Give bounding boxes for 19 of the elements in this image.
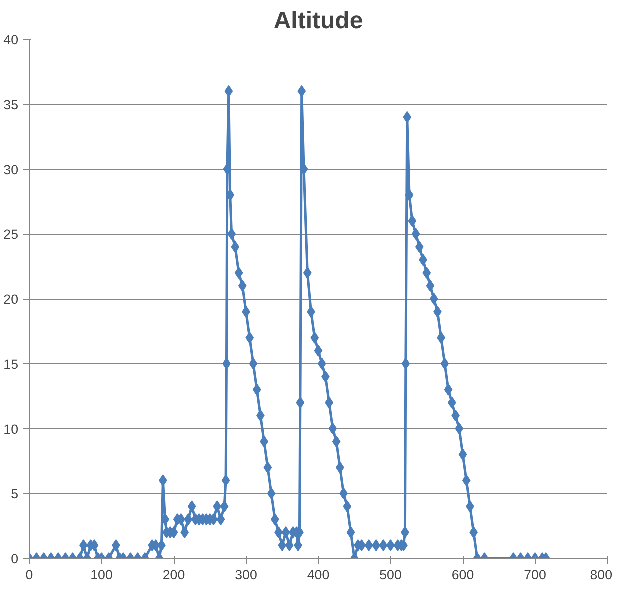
y-tick-label: 40 — [4, 32, 19, 48]
x-tick-label: 700 — [524, 568, 546, 582]
y-tick-label: 15 — [4, 356, 19, 372]
x-tick-label: 400 — [307, 568, 330, 582]
x-tick-label: 200 — [162, 568, 186, 582]
y-tick-label: 35 — [4, 97, 19, 112]
y-tick-label: 5 — [11, 486, 19, 502]
x-tick-label: 300 — [235, 568, 258, 582]
x-tick-label: 100 — [90, 568, 113, 582]
x-tick-label: 500 — [380, 568, 402, 582]
x-tick-label: 600 — [452, 568, 474, 582]
y-tick-label: 0 — [11, 552, 19, 566]
y-tick-label: 30 — [4, 162, 19, 178]
x-tick-label: 0 — [26, 568, 34, 582]
y-tick-label: 20 — [4, 292, 19, 307]
y-tick-label: 25 — [4, 227, 19, 242]
chart-title: Altitude — [274, 8, 364, 34]
y-tick-label: 10 — [4, 422, 19, 437]
x-tick-label: 800 — [590, 568, 613, 582]
